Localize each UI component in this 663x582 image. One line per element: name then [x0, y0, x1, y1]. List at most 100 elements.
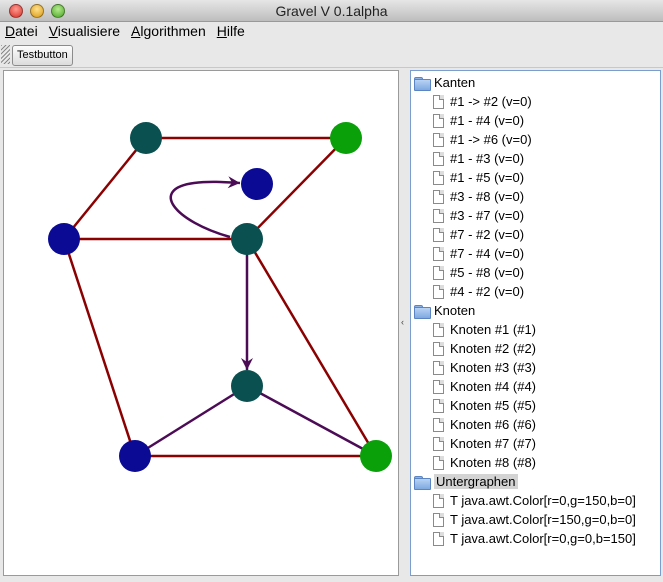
graph-canvas[interactable] — [3, 70, 399, 576]
menu-datei[interactable]: Datei — [0, 22, 44, 42]
title-bar[interactable]: Gravel V 0.1alpha — [0, 0, 663, 22]
tree-item-edge[interactable]: #7 - #2 (v=0) — [433, 225, 524, 244]
tree-folder-label: Kanten — [434, 75, 476, 90]
document-icon — [433, 531, 444, 546]
menu-hilfe[interactable]: Hilfe — [212, 22, 251, 42]
tree-item-subgraph[interactable]: T java.awt.Color[r=0,g=0,b=150] — [433, 529, 636, 548]
node-4[interactable] — [48, 223, 80, 255]
menu-algorithmen[interactable]: Algorithmen — [126, 22, 212, 42]
document-icon — [433, 208, 444, 223]
tree-item-edge[interactable]: #4 - #2 (v=0) — [433, 282, 524, 301]
node-2[interactable] — [241, 168, 273, 200]
menu-hilfe-mnemonic: H — [216, 23, 227, 39]
tree-item-label: #1 -> #6 (v=0) — [450, 132, 532, 147]
menu-visualisiere[interactable]: Visualisiere — [44, 22, 126, 42]
tree-item-subgraph[interactable]: T java.awt.Color[r=0,g=150,b=0] — [433, 491, 636, 510]
document-icon — [433, 94, 444, 109]
tree-item-edge[interactable]: #1 - #4 (v=0) — [433, 111, 524, 130]
document-icon — [433, 379, 444, 394]
tree-item-label: #1 - #3 (v=0) — [450, 151, 525, 166]
tree-item-label: Knoten #1 (#1) — [450, 322, 537, 337]
tree-item-label: #1 -> #2 (v=0) — [450, 94, 532, 109]
node-7[interactable] — [119, 440, 151, 472]
collapse-arrow-icon[interactable]: ‹ — [401, 317, 404, 327]
tree-folder-label: Untergraphen — [434, 474, 518, 489]
tree-item-node[interactable]: Knoten #4 (#4) — [433, 377, 536, 396]
document-icon — [433, 151, 444, 166]
document-icon — [433, 284, 444, 299]
node-5[interactable] — [231, 370, 263, 402]
tree-item-label: T java.awt.Color[r=150,g=0,b=0] — [450, 512, 636, 527]
document-icon — [433, 322, 444, 337]
directed-edge-6-2[interactable] — [169, 176, 241, 239]
tree-item-label: #3 - #7 (v=0) — [450, 208, 525, 223]
folder-icon — [414, 475, 431, 490]
tree-item-node[interactable]: Knoten #1 (#1) — [433, 320, 536, 339]
document-icon — [433, 113, 444, 128]
tree-item-node[interactable]: Knoten #5 (#5) — [433, 396, 536, 415]
node-8[interactable] — [360, 440, 392, 472]
tree-item-edge[interactable]: #3 - #8 (v=0) — [433, 187, 524, 206]
tree-item-label: #3 - #8 (v=0) — [450, 189, 525, 204]
document-icon — [433, 227, 444, 242]
tree-item-subgraph[interactable]: T java.awt.Color[r=150,g=0,b=0] — [433, 510, 636, 529]
tree-item-edge[interactable]: #1 - #5 (v=0) — [433, 168, 524, 187]
menu-visualisiere-label: isualisiere — [57, 23, 121, 39]
document-icon — [433, 132, 444, 147]
menu-bar: Datei Visualisiere Algorithmen Hilfe — [0, 22, 663, 42]
tree-item-node[interactable]: Knoten #3 (#3) — [433, 358, 536, 377]
zoom-window-button[interactable] — [51, 4, 65, 18]
document-icon — [433, 455, 444, 470]
edge-6-3[interactable] — [246, 137, 347, 240]
tree-item-label: #4 - #2 (v=0) — [450, 284, 525, 299]
tree-item-edge[interactable]: #3 - #7 (v=0) — [433, 206, 524, 225]
edge-6-8[interactable] — [245, 238, 378, 457]
tree-item-label: Knoten #4 (#4) — [450, 379, 537, 394]
tree-folder-untergraphen[interactable]: Untergraphen — [414, 472, 518, 491]
tree-item-label: T java.awt.Color[r=0,g=150,b=0] — [450, 493, 636, 508]
tree-item-edge[interactable]: #5 - #8 (v=0) — [433, 263, 524, 282]
tree-item-node[interactable]: Knoten #7 (#7) — [433, 434, 536, 453]
document-icon — [433, 189, 444, 204]
tree-item-node[interactable]: Knoten #8 (#8) — [433, 453, 536, 472]
tree-item-edge[interactable]: #7 - #4 (v=0) — [433, 244, 524, 263]
edge-5-8[interactable] — [246, 384, 377, 458]
tree-item-edge[interactable]: #1 -> #2 (v=0) — [433, 92, 532, 111]
document-icon — [433, 170, 444, 185]
tree-item-label: Knoten #2 (#2) — [450, 341, 537, 356]
tree-item-edge[interactable]: #1 -> #6 (v=0) — [433, 130, 532, 149]
tree-item-node[interactable]: Knoten #2 (#2) — [433, 339, 536, 358]
edge-4-7[interactable] — [62, 238, 137, 457]
tree-folder-kanten[interactable]: Kanten — [414, 73, 475, 92]
tree-item-label: #1 - #5 (v=0) — [450, 170, 525, 185]
menu-hilfe-label: ilfe — [226, 23, 245, 39]
node-3[interactable] — [330, 122, 362, 154]
toolbar: Testbutton — [0, 42, 663, 68]
tree-item-label: #7 - #4 (v=0) — [450, 246, 525, 261]
document-icon — [433, 493, 444, 508]
tree-item-node[interactable]: Knoten #6 (#6) — [433, 415, 536, 434]
node-1[interactable] — [130, 122, 162, 154]
document-icon — [433, 398, 444, 413]
graph-tree[interactable]: Kanten #1 -> #2 (v=0) #1 - #4 (v=0) #1 -… — [410, 70, 661, 576]
close-window-button[interactable] — [9, 4, 23, 18]
tree-item-label: Knoten #8 (#8) — [450, 455, 537, 470]
tree-item-label: Knoten #3 (#3) — [450, 360, 537, 375]
node-6[interactable] — [231, 223, 263, 255]
document-icon — [433, 341, 444, 356]
tree-item-label: Knoten #5 (#5) — [450, 398, 537, 413]
edge-1-4[interactable] — [63, 137, 147, 240]
test-button[interactable]: Testbutton — [12, 45, 73, 66]
minimize-window-button[interactable] — [30, 4, 44, 18]
menu-datei-label: atei — [15, 23, 38, 39]
menu-algorithmen-mnemonic: A — [131, 23, 141, 39]
edge-5-7[interactable] — [134, 384, 248, 458]
split-pane-divider[interactable]: ‹ — [400, 70, 410, 576]
toolbar-grip-handle[interactable] — [1, 45, 10, 64]
document-icon — [433, 265, 444, 280]
tree-folder-knoten[interactable]: Knoten — [414, 301, 475, 320]
tree-item-edge[interactable]: #1 - #3 (v=0) — [433, 149, 524, 168]
menu-visualisiere-mnemonic: V — [48, 23, 58, 39]
folder-icon — [414, 76, 431, 91]
